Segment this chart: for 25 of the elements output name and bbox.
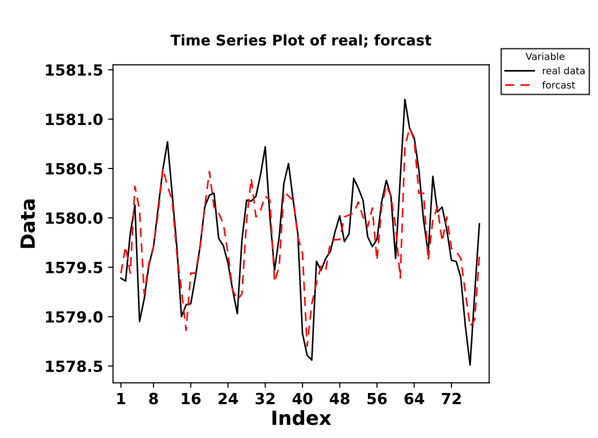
legend-label: real data bbox=[542, 66, 585, 74]
y-tick-label: 1579.0 bbox=[46, 311, 103, 323]
x-tick-label: 56 bbox=[368, 392, 387, 404]
line-series bbox=[120, 98, 480, 366]
y-tick-label: 1579.5 bbox=[46, 262, 102, 274]
x-tick-label: 64 bbox=[404, 392, 424, 404]
x-tick-label: 32 bbox=[256, 392, 275, 404]
y-tick-label: 1580.5 bbox=[46, 162, 102, 175]
y-tick-label: 1580.0 bbox=[46, 212, 103, 224]
x-tick-label: 8 bbox=[149, 392, 158, 404]
x-tick-label: 72 bbox=[442, 392, 461, 404]
x-tick-label: 16 bbox=[182, 392, 201, 404]
x-tick-label: 1 bbox=[117, 393, 126, 404]
x-tick-label: 48 bbox=[330, 392, 350, 404]
x-tick-label: 24 bbox=[218, 392, 238, 404]
legend-title: Variable bbox=[526, 52, 564, 60]
chart-title: Time Series Plot of real; forcast bbox=[170, 34, 432, 48]
x-tick-label: 40 bbox=[292, 392, 312, 404]
x-axis-title: Index bbox=[272, 410, 332, 426]
legend-label: forcast bbox=[542, 81, 576, 89]
y-tick-label: 1581.5 bbox=[46, 64, 102, 76]
y-tick-label: 1578.5 bbox=[46, 360, 102, 372]
y-axis-title: Data bbox=[20, 200, 36, 248]
line-series bbox=[120, 127, 480, 348]
y-tick-label: 1581.0 bbox=[46, 114, 103, 126]
